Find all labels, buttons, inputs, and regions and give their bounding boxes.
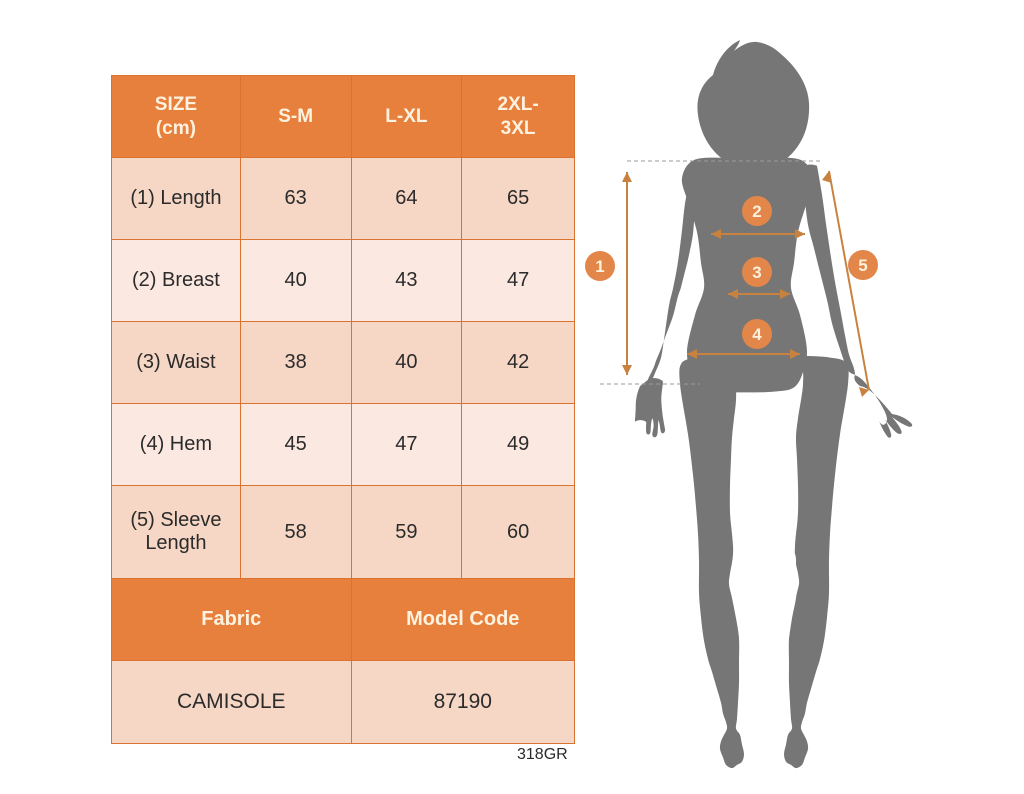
svg-text:4: 4 xyxy=(752,325,762,344)
svg-text:3: 3 xyxy=(752,263,761,282)
svg-text:2: 2 xyxy=(752,202,761,221)
svg-text:5: 5 xyxy=(858,256,867,275)
svg-text:1: 1 xyxy=(595,257,604,276)
